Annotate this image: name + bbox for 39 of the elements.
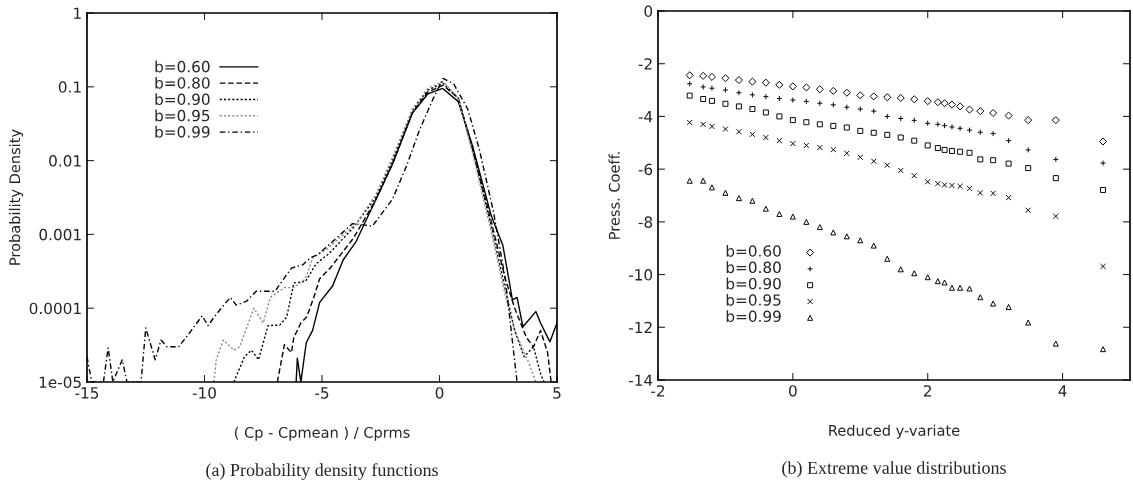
y-tick-label: 1e-05 [39, 376, 81, 389]
x-tick-label: 0 [435, 387, 444, 399]
y-tick-label: 0.0001 [29, 302, 81, 315]
y-axis-title: Probability Density [9, 129, 24, 265]
y-tick-label: 0.001 [39, 228, 81, 241]
y-tick-label: -10 [628, 269, 653, 281]
legend-label: b=0.90 [155, 93, 210, 106]
legend-label: b=0.80 [726, 261, 781, 274]
text: (a) Probability density functions [206, 463, 438, 480]
y-tick-label: -8 [638, 216, 653, 228]
x-tick-label: 2 [923, 385, 932, 397]
y-tick-label: -4 [638, 111, 653, 123]
x-tick-label: 5 [553, 387, 561, 399]
y-tick-label: 0.1 [58, 81, 81, 93]
y-axis-title: Press. Coeff. [608, 152, 620, 239]
y-tick-label: -6 [638, 163, 653, 176]
legend-label: b=0.80 [155, 76, 210, 89]
x-axis-title: Reduced y-variate [829, 424, 960, 439]
x-tick-label: 4 [1058, 385, 1067, 397]
legend-label: b=0.60 [726, 244, 781, 257]
legend-label: b=0.99 [726, 310, 781, 323]
legend-label: b=0.60 [155, 60, 210, 73]
y-tick-label: 0.01 [49, 155, 81, 167]
y-tick-label: -2 [638, 58, 652, 70]
legend-label: b=0.95 [726, 293, 781, 306]
y-tick-label: 1 [74, 7, 81, 19]
y-tick-label: 0 [644, 5, 653, 18]
text: (b) Extreme value distributions [782, 461, 1006, 478]
x-tick-label: -10 [192, 387, 216, 399]
x-tick-label: -5 [315, 387, 329, 399]
x-tick-label: 0 [789, 385, 797, 397]
x-tick-label: -2 [651, 385, 665, 397]
y-tick-label: -14 [628, 374, 653, 386]
x-axis-title: ( Cp - Cpmean ) / Cprms [234, 426, 410, 441]
x-tick-label: -15 [75, 387, 99, 399]
legend-label: b=0.99 [155, 125, 210, 138]
y-tick-label: -12 [628, 321, 652, 334]
legend-label: b=0.90 [726, 277, 781, 290]
legend-label: b=0.95 [155, 109, 210, 122]
